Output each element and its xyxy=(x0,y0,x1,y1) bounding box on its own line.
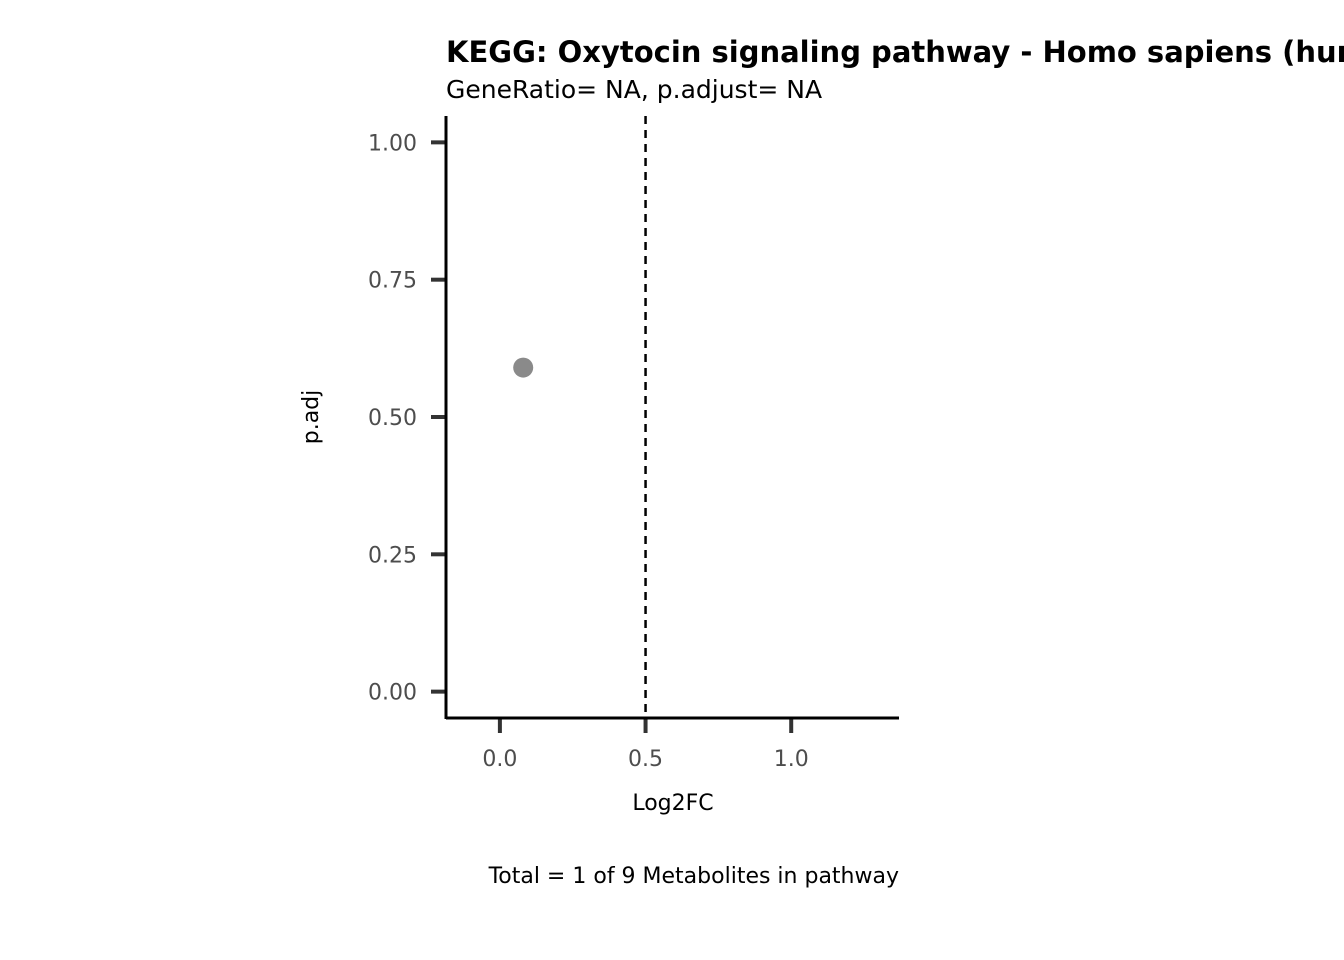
y-tick-label: 0.75 xyxy=(368,269,417,294)
data-points xyxy=(513,357,534,378)
data-point xyxy=(513,357,534,378)
x-axis-ticks: 0.0 0.5 1.0 xyxy=(482,718,809,772)
x-axis-label: Log2FC xyxy=(632,791,713,816)
x-tick-label: 1.0 xyxy=(774,747,809,772)
y-tick-label: 0.50 xyxy=(368,406,417,431)
y-axis-label: p.adj xyxy=(299,390,324,445)
y-tick-label: 0.25 xyxy=(368,543,417,568)
chart-title: KEGG: Oxytocin signaling pathway - Homo … xyxy=(446,35,1344,69)
chart-caption: Total = 1 of 9 Metabolites in pathway xyxy=(488,864,899,889)
y-tick-label: 0.00 xyxy=(368,681,417,706)
x-tick-label: 0.0 xyxy=(482,747,517,772)
x-tick-label: 0.5 xyxy=(628,747,663,772)
y-tick-label: 1.00 xyxy=(368,131,417,156)
chart-subtitle: GeneRatio= NA, p.adjust= NA xyxy=(446,75,822,104)
y-axis-ticks: 0.00 0.25 0.50 0.75 1.00 xyxy=(368,131,446,706)
